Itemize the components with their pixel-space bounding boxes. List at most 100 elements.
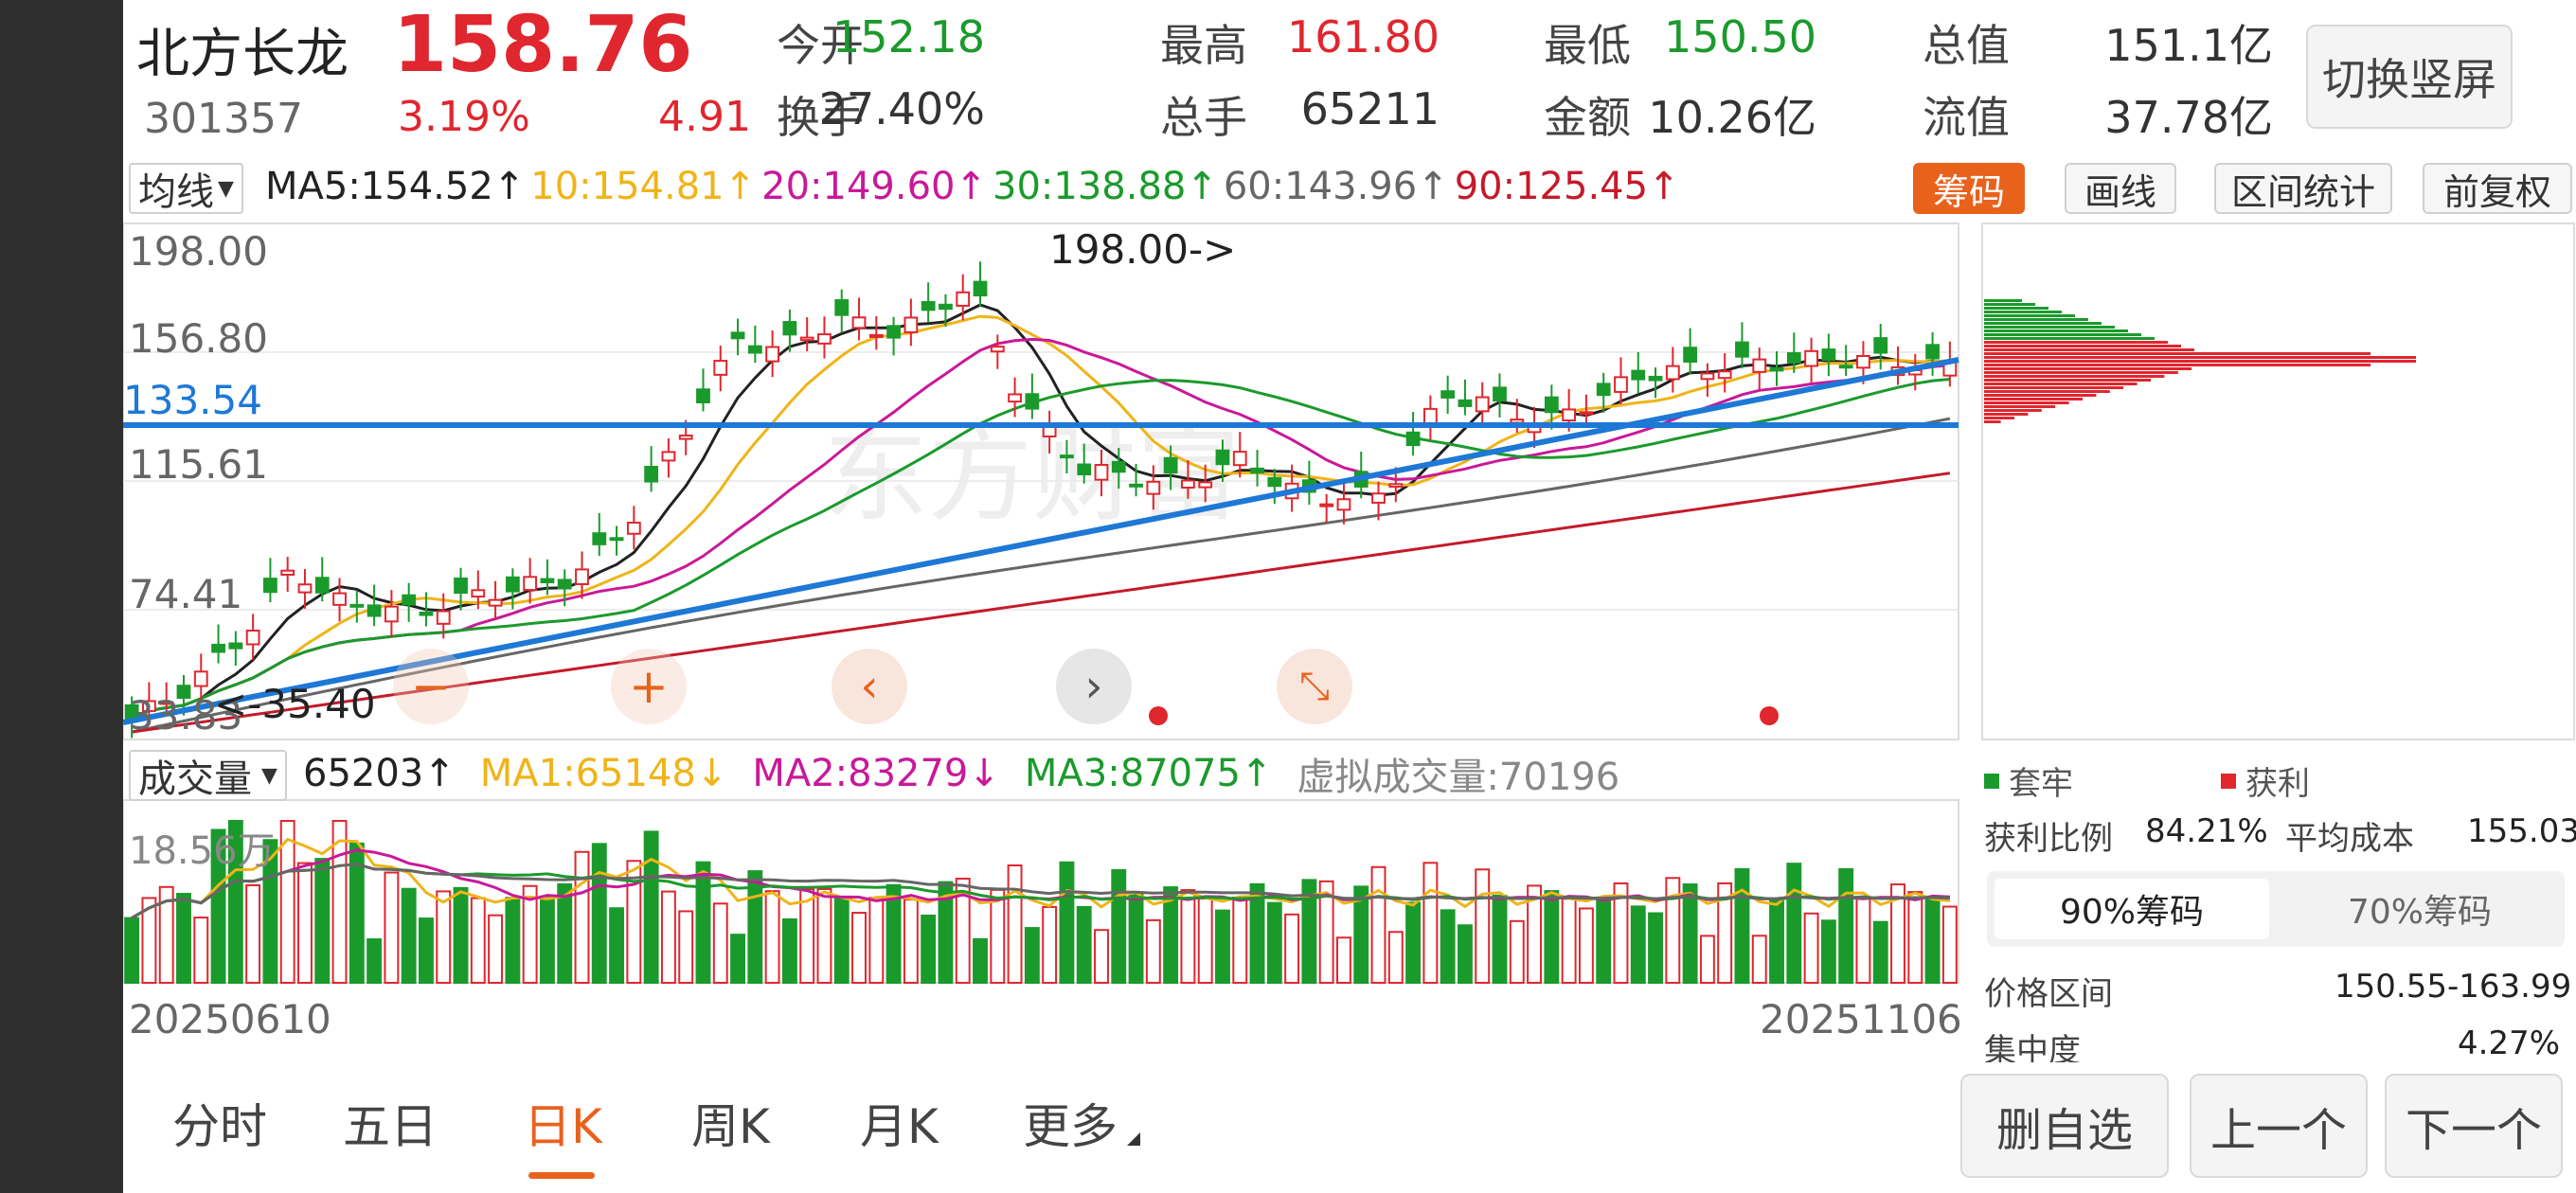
volume-bar — [955, 878, 971, 985]
candlesticks — [124, 261, 1958, 739]
candle-body — [1873, 337, 1888, 354]
collapse-button[interactable]: ⤡ — [1277, 649, 1352, 724]
legend-trapped: 套牢 — [1984, 757, 2073, 804]
volume-bar — [938, 881, 954, 985]
chip-bar — [1984, 348, 2194, 351]
candle-body — [280, 569, 295, 577]
candle-body — [1631, 369, 1646, 381]
tab-90-chips[interactable]: 90%筹码 — [1995, 879, 2269, 939]
tab-more-indicator — [1127, 1132, 1140, 1146]
volume-bar — [1266, 901, 1282, 985]
volume-bar — [781, 917, 797, 984]
quote-label: 金额 — [1544, 92, 1631, 143]
candle-body — [1683, 347, 1698, 363]
volume-bar — [193, 917, 209, 984]
tab-more[interactable]: 更多 — [1023, 1099, 1118, 1154]
chip-bar — [1984, 329, 2128, 332]
volume-bar — [297, 862, 313, 985]
candle-body — [1925, 344, 1940, 360]
volume-bar — [1699, 935, 1715, 985]
candle-body — [540, 578, 555, 583]
tab-monthly-k[interactable]: 月K — [860, 1099, 939, 1154]
candle-body — [973, 280, 988, 297]
ma-value: 30:138.88↑ — [993, 165, 1218, 208]
kline-chart[interactable]: 东方财富 198.00 156.80 133.54 115.61 74.41 3… — [123, 0, 2576, 1060]
scroll-left-button[interactable]: ‹ — [832, 649, 907, 724]
candle-body — [1181, 479, 1195, 490]
volume-bar — [1855, 897, 1871, 984]
candle-body — [419, 611, 434, 616]
candle-body — [921, 300, 936, 312]
candle-body — [1267, 476, 1282, 488]
chip-bar — [1984, 409, 2042, 412]
tab-daily-k[interactable]: 日K — [524, 1099, 602, 1154]
remove-watchlist-button[interactable]: 删自选 — [1960, 1074, 2169, 1178]
axis-label-74: 74.41 — [129, 571, 242, 617]
chip-bar — [1984, 398, 2083, 401]
volume-bar — [1059, 861, 1075, 984]
adjust-button[interactable]: 前复权 — [2423, 163, 2572, 214]
high-annotation: 198.00-> — [1049, 226, 1236, 273]
volume-bar — [1544, 890, 1560, 985]
candle-body — [1544, 396, 1559, 414]
next-button[interactable]: 下一个 — [2385, 1074, 2563, 1178]
ma-selector[interactable]: 均线 ▼ — [129, 163, 243, 214]
candle-body — [505, 576, 520, 593]
axis-label-33: 33.83 — [129, 692, 242, 739]
axis-label-115: 115.61 — [129, 441, 268, 488]
chip-distribution — [1984, 299, 2416, 423]
draw-line-button[interactable]: 画线 — [2065, 163, 2176, 214]
dropdown-icon: ▼ — [261, 763, 277, 788]
tab-intraday[interactable]: 分时 — [172, 1099, 267, 1154]
chips-button[interactable]: 筹码 — [1913, 163, 2025, 214]
candle-body — [1458, 399, 1473, 407]
candle-body — [245, 630, 260, 646]
volume-bar — [331, 820, 348, 984]
price-range-value: 150.55-163.99 — [2334, 968, 2572, 1006]
virtual-volume: 虚拟成交量:70196 — [1297, 756, 1620, 799]
volume-bar — [314, 858, 331, 984]
avg-cost-label: 平均成本 — [2285, 820, 2414, 858]
volume-bar — [660, 890, 676, 984]
stock-code: 301357 — [144, 95, 303, 143]
volume-bar — [1387, 931, 1404, 985]
candle-body — [1146, 480, 1161, 495]
volume-bar — [1907, 891, 1923, 984]
volume-bar — [1717, 882, 1733, 985]
volume-bar — [1786, 863, 1802, 985]
candle-body — [1094, 463, 1109, 481]
scroll-right-button[interactable]: › — [1056, 649, 1132, 724]
tab-five-day[interactable]: 五日 — [343, 1099, 438, 1154]
chip-bar — [1984, 345, 2181, 347]
quote-label: 总值 — [1923, 20, 2010, 71]
candle-body — [730, 331, 745, 340]
volume-bar — [903, 899, 919, 985]
volume-bar — [868, 897, 885, 985]
volume-bar — [1370, 865, 1386, 984]
chip-bar — [1984, 352, 2370, 355]
volume-bar — [1527, 884, 1543, 984]
volume-selector[interactable]: 成交量 ▼ — [129, 750, 287, 801]
zoom-in-button[interactable]: + — [611, 649, 687, 724]
previous-button[interactable]: 上一个 — [2190, 1074, 2368, 1178]
volume-bar — [1301, 879, 1317, 985]
candle-body — [332, 592, 347, 606]
range-stats-button[interactable]: 区间统计 — [2214, 163, 2392, 214]
volume-bars — [124, 820, 1958, 985]
candle-body — [1804, 349, 1818, 367]
volume-bar — [1145, 918, 1161, 985]
chip-bar — [1984, 337, 2155, 340]
zoom-out-button[interactable]: − — [393, 649, 469, 724]
chip-bar — [1984, 371, 2178, 374]
low-annotation: <-35.40 — [214, 681, 376, 727]
chip-bar — [1984, 318, 2088, 321]
volume-bar — [1457, 924, 1473, 984]
volume-bar — [1803, 912, 1819, 984]
tab-weekly-k[interactable]: 周K — [691, 1099, 770, 1154]
quote-value: 152.18 — [832, 11, 985, 62]
tab-70-chips[interactable]: 70%筹码 — [2347, 893, 2493, 932]
stock-price: 158.76 — [393, 0, 693, 90]
switch-portrait-button[interactable]: 切换竖屏 — [2306, 25, 2513, 129]
volume-bar — [1682, 883, 1698, 984]
chip-bar — [1984, 383, 2138, 385]
